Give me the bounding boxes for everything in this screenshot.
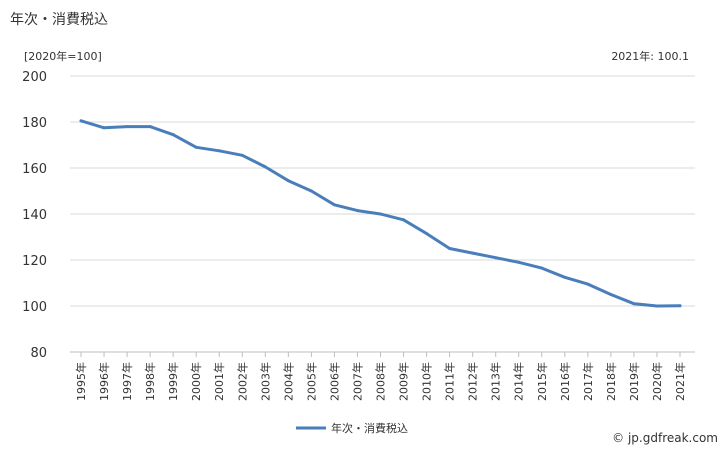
x-tick-label: 2019年 [627,362,641,401]
x-tick-label: 2020年 [650,362,664,401]
data-point [609,293,613,296]
data-point [632,302,636,306]
data-point [586,282,590,286]
data-point [263,165,267,169]
data-point [286,179,290,183]
source-credit: © jp.gdfreak.com [612,431,718,445]
x-tick-label: 2016年 [558,362,572,401]
data-point [425,232,429,236]
x-axis-ticks: 1995年 1996年 1997年 1998年 1999年 2000年 2001年 2002年… [74,352,687,401]
data-point [309,189,313,193]
y-tick-label: 160 [22,162,47,177]
x-tick-label: 2002年 [235,362,249,401]
y-tick-label: 200 [22,70,47,85]
legend: 年次・消費税込 [296,421,408,435]
y-tick-label: 120 [22,254,47,269]
x-tick-label: 2003年 [258,362,272,401]
y-tick-label: 180 [22,116,47,131]
data-point [678,304,682,308]
x-tick-label: 2013年 [489,362,503,401]
x-tick-label: 2005年 [304,362,318,401]
data-point [240,153,244,157]
data-point [448,247,452,250]
data-point [494,256,498,260]
series-layer [79,119,682,308]
data-point [125,125,129,129]
data-point [355,209,359,213]
x-tick-label: 2010年 [420,362,434,401]
x-tick-label: 2008年 [374,362,388,401]
x-tick-label: 1999年 [166,362,180,401]
x-tick-label: 1995年 [74,362,88,401]
legend-label: 年次・消費税込 [331,421,408,435]
data-point [171,133,175,137]
y-tick-label: 140 [22,208,47,223]
x-tick-label: 2001年 [212,362,226,401]
data-point [517,260,521,264]
data-point [540,266,544,270]
data-point [563,275,567,279]
x-tick-label: 2021年 [673,362,687,401]
x-tick-label: 2014年 [512,362,526,401]
data-point [217,149,221,153]
latest-value-note: 2021年: 100.1 [611,49,689,63]
data-point [379,212,382,216]
x-tick-label: 2004年 [281,362,295,401]
grid-lines [70,75,695,353]
x-tick-label: 2018年 [604,362,618,401]
data-point [148,125,152,129]
x-tick-label: 2009年 [397,362,411,401]
data-point [332,203,336,207]
data-point [194,145,198,149]
y-axis-ticks: 80 100 120 140 160 180 200 [22,70,47,361]
x-tick-label: 2000年 [189,362,203,401]
chart-title: 年次・消費税込 [10,12,108,28]
unit-label: [2020年=100] [24,49,102,63]
x-tick-label: 2006年 [327,362,341,401]
x-tick-label: 2007年 [350,362,364,401]
x-tick-label: 2012年 [466,362,480,401]
x-tick-label: 1997年 [120,362,134,401]
y-tick-label: 80 [30,346,47,361]
y-tick-label: 100 [22,300,47,315]
x-tick-label: 2011年 [443,362,457,401]
data-point [402,218,406,222]
x-tick-label: 1996年 [97,362,111,401]
x-tick-label: 2015年 [535,362,549,401]
x-tick-label: 2017年 [581,362,595,401]
data-point [79,119,83,123]
data-point [471,251,475,255]
x-tick-label: 1998年 [143,362,157,401]
data-point [102,126,106,130]
data-point [655,304,659,308]
